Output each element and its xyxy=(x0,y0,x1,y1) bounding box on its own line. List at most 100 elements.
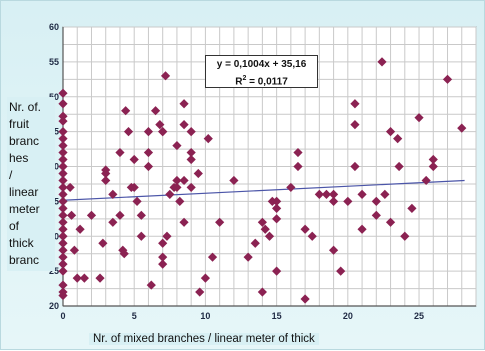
data-point xyxy=(300,294,310,304)
data-point xyxy=(200,273,211,283)
y-tick-label: 20 xyxy=(49,301,59,311)
data-point xyxy=(293,147,303,158)
data-point xyxy=(58,182,68,193)
y-tick-label: 55 xyxy=(49,57,59,67)
data-point xyxy=(442,74,453,84)
data-point xyxy=(257,217,267,227)
data-point xyxy=(129,182,139,193)
data-point xyxy=(172,182,182,193)
data-point xyxy=(58,203,68,213)
y-axis-label-line: branc xyxy=(9,253,40,267)
data-point xyxy=(65,182,75,193)
x-tick-label: 10 xyxy=(200,311,210,321)
data-point xyxy=(108,217,118,227)
data-point xyxy=(58,168,68,179)
data-point xyxy=(58,88,68,98)
data-point xyxy=(158,238,168,248)
data-point xyxy=(86,210,97,220)
trendline-equation: y = 0,1004x + 35,16 xyxy=(216,59,307,70)
data-point xyxy=(272,196,282,206)
data-point xyxy=(300,224,310,234)
data-point xyxy=(421,175,431,186)
data-point xyxy=(186,182,196,193)
data-point xyxy=(121,106,131,116)
data-point xyxy=(195,287,205,297)
data-point xyxy=(58,99,68,109)
data-point xyxy=(72,273,82,283)
data-point xyxy=(146,280,156,290)
y-axis-label-line: thick xyxy=(9,236,34,250)
data-point xyxy=(58,266,68,276)
data-point xyxy=(158,259,168,269)
data-point xyxy=(229,175,239,186)
r2-symbol: R xyxy=(235,76,243,88)
data-point xyxy=(66,210,77,220)
y-axis-label-line: Nr. of. xyxy=(9,100,42,114)
data-point xyxy=(457,123,467,133)
y-axis-label-line: branc xyxy=(9,134,40,148)
data-point xyxy=(385,127,396,137)
data-point xyxy=(343,196,353,206)
data-point xyxy=(407,203,417,213)
data-point xyxy=(58,259,68,269)
data-point xyxy=(155,120,165,130)
data-point xyxy=(357,189,367,199)
data-point xyxy=(186,127,196,137)
x-tick-label: 5 xyxy=(132,311,137,321)
data-point xyxy=(136,210,146,220)
x-tick-label: 25 xyxy=(414,311,424,321)
y-axis-label: Nr. of. fruit branc hes / linear meter of thick b… xyxy=(7,97,55,271)
data-point xyxy=(129,154,139,165)
data-point xyxy=(377,57,387,67)
data-point xyxy=(272,203,282,213)
x-tick-label: 15 xyxy=(272,311,282,321)
data-point xyxy=(58,134,68,144)
data-point xyxy=(58,189,68,199)
data-point xyxy=(203,134,213,144)
data-point xyxy=(328,245,339,255)
data-point xyxy=(58,210,68,220)
trendline-r2: R2 = 0,0117 xyxy=(206,72,317,89)
data-points xyxy=(58,57,467,304)
data-point xyxy=(286,182,296,193)
data-point xyxy=(101,168,111,179)
data-point xyxy=(172,140,182,151)
data-point xyxy=(58,154,68,165)
data-point xyxy=(175,196,185,206)
data-point xyxy=(75,224,85,234)
data-point xyxy=(165,189,175,199)
data-point xyxy=(69,245,79,255)
data-point xyxy=(58,217,68,227)
data-point xyxy=(58,161,68,172)
data-point xyxy=(58,290,68,301)
x-tick-label: 0 xyxy=(60,311,65,321)
data-point xyxy=(162,231,172,241)
data-point xyxy=(272,266,282,276)
data-point xyxy=(150,106,161,116)
y-tick-label: 25 xyxy=(49,266,59,276)
data-point xyxy=(58,116,68,126)
data-point xyxy=(321,189,332,199)
data-point xyxy=(350,120,360,130)
data-point xyxy=(58,238,68,248)
data-point xyxy=(394,161,404,172)
data-point xyxy=(115,147,125,158)
data-point xyxy=(186,154,196,165)
data-point xyxy=(260,224,270,234)
data-point xyxy=(58,175,68,186)
data-point xyxy=(350,161,360,172)
data-point xyxy=(132,196,142,206)
data-point xyxy=(108,189,118,199)
data-point xyxy=(58,245,68,255)
data-point xyxy=(414,113,424,123)
x-tick-label: 20 xyxy=(343,311,353,321)
data-point xyxy=(371,210,381,220)
trendline-equation-box: y = 0,1004x + 35,16 R2 = 0,0117 xyxy=(205,55,318,88)
data-point xyxy=(328,196,339,206)
y-axis-label-line: meter xyxy=(9,202,40,216)
data-point xyxy=(58,224,68,234)
y-axis-label-line: hes xyxy=(9,151,29,165)
data-point xyxy=(186,147,196,158)
data-point xyxy=(243,252,253,262)
